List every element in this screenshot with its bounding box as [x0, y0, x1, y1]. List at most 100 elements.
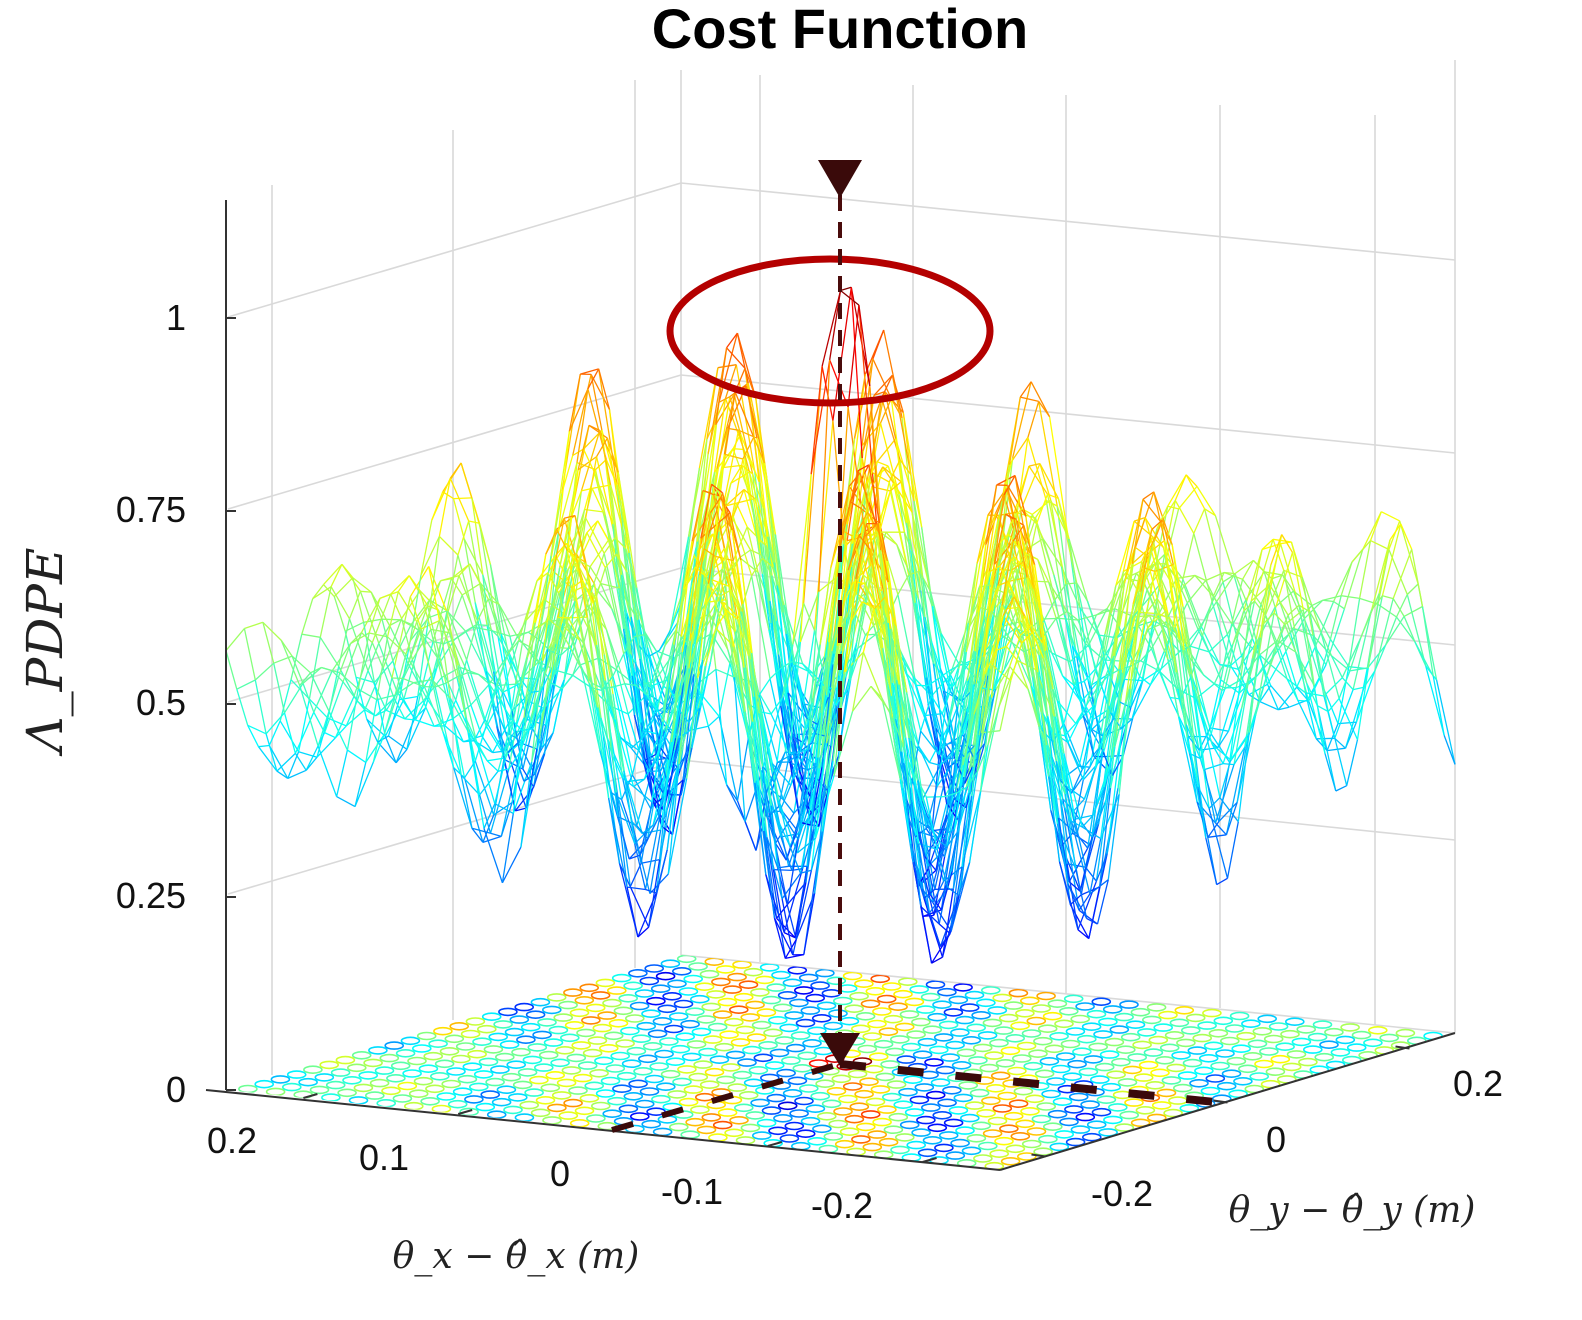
mesh-segment: [1042, 538, 1055, 576]
mesh-segment: [727, 649, 740, 685]
mesh-segment: [873, 374, 893, 396]
contour-mark: [529, 1075, 549, 1085]
mesh-segment: [389, 619, 401, 627]
mesh-segment: [840, 289, 860, 306]
mesh-segment: [1153, 491, 1166, 541]
mesh-segment: [1341, 677, 1354, 691]
mesh-segment: [396, 663, 409, 693]
mesh-segment: [654, 731, 667, 760]
contour-mark: [906, 1030, 926, 1039]
contour-mark: [309, 1085, 330, 1095]
mesh-segment: [507, 640, 520, 655]
mesh-segment: [896, 544, 909, 569]
mesh-segment: [906, 692, 919, 781]
contour-mark: [1049, 1032, 1069, 1041]
contour-mark: [254, 1079, 275, 1089]
mesh-segment: [1139, 547, 1152, 613]
contour-mark: [800, 1006, 821, 1015]
mesh-segment: [1190, 635, 1204, 676]
contour-mark: [691, 1027, 712, 1037]
mesh-segment: [668, 695, 681, 766]
mesh-segment: [717, 581, 730, 587]
mesh-segment: [1259, 701, 1279, 711]
contour-mark: [1007, 1066, 1027, 1076]
contour-mark: [628, 968, 648, 978]
mesh-segment: [998, 666, 1011, 708]
contour-mark: [325, 1080, 346, 1090]
mesh-segment: [1233, 746, 1246, 765]
mesh-segment: [997, 519, 1017, 586]
contour-mark: [1036, 1102, 1056, 1111]
mesh-segment: [1201, 596, 1214, 636]
contour-mark: [714, 1042, 735, 1052]
contour-mark: [1156, 1088, 1177, 1098]
mesh-segment: [1010, 588, 1023, 632]
mesh-segment: [689, 538, 702, 641]
mesh-segment: [568, 628, 582, 666]
mesh-segment: [378, 643, 398, 693]
mesh-segment: [870, 397, 883, 472]
mesh-segment: [1190, 645, 1210, 653]
mesh-segment: [1105, 682, 1118, 727]
mesh-segment: [1443, 735, 1456, 765]
mesh-segment: [771, 763, 784, 800]
mesh-segment: [1355, 670, 1376, 723]
mesh-segment: [1344, 721, 1357, 749]
mesh-segment: [1400, 523, 1413, 550]
mesh-segment: [1054, 716, 1067, 787]
mesh-segment: [525, 748, 538, 809]
contour-mark: [644, 964, 665, 973]
mesh-segment: [1056, 700, 1069, 743]
contour-mark: [909, 985, 930, 994]
mesh-segment: [622, 628, 636, 716]
mesh-segment: [801, 742, 813, 751]
mesh-segment: [276, 752, 296, 772]
mesh-segment: [236, 679, 256, 690]
mesh-segment: [1306, 682, 1318, 706]
contour-mark: [1216, 1081, 1237, 1091]
mesh-segment: [686, 678, 699, 779]
mesh-segment: [787, 692, 800, 771]
mesh-segment: [718, 332, 739, 403]
mesh-segment: [443, 594, 463, 645]
contour-mark: [677, 1065, 697, 1074]
mesh-segment: [603, 553, 624, 639]
mesh-segment: [784, 603, 805, 753]
mesh-segment: [290, 679, 310, 700]
mesh-segment: [662, 644, 675, 722]
mesh-segment: [840, 286, 852, 292]
contour-mark: [673, 999, 694, 1009]
mesh-segment: [965, 771, 978, 788]
mesh-segment: [294, 711, 315, 754]
mesh-segment: [672, 589, 686, 645]
contour-mark: [816, 1112, 837, 1121]
mesh-segment: [559, 519, 572, 568]
mesh-segment: [1144, 517, 1165, 548]
contour-mark: [1055, 1052, 1076, 1061]
mesh-segment: [1073, 643, 1087, 686]
mesh-segment: [291, 655, 311, 674]
mesh-segment: [625, 781, 638, 826]
mesh-segment: [1208, 797, 1221, 809]
contour-mark: [595, 1089, 616, 1098]
mesh-segment: [807, 768, 820, 819]
mesh-segment: [455, 659, 468, 701]
mesh-segment: [478, 523, 499, 637]
mesh-segment: [849, 501, 862, 510]
mesh-segment: [1106, 788, 1119, 854]
mesh-segment: [1089, 838, 1102, 895]
contour-mark: [650, 984, 671, 994]
mesh-segment: [346, 689, 359, 751]
mesh-segment: [1053, 733, 1066, 737]
mesh-segment: [1244, 715, 1257, 748]
mesh-segment: [1281, 534, 1294, 553]
mesh-segment: [1058, 618, 1071, 662]
mesh-segment: [1381, 511, 1400, 522]
mesh-segment: [867, 511, 880, 533]
mesh-segment: [854, 611, 866, 636]
mesh-segment: [1082, 705, 1095, 780]
mesh-segment: [538, 679, 551, 739]
mesh-segment: [1080, 836, 1093, 896]
mesh-segment: [1160, 522, 1173, 546]
mesh-segment: [958, 563, 978, 669]
